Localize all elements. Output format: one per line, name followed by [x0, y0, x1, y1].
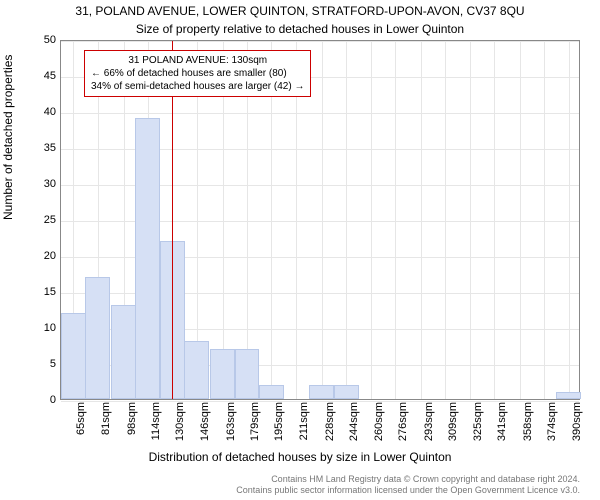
y-tick-label: 15	[16, 286, 56, 298]
gridline-v	[421, 41, 422, 399]
gridline-v	[494, 41, 495, 399]
gridline-h	[61, 113, 579, 114]
y-tick-label: 40	[16, 106, 56, 118]
histogram-bar	[85, 277, 110, 399]
footer-line-1: Contains HM Land Registry data © Crown c…	[271, 474, 580, 484]
histogram-bar	[334, 385, 359, 399]
gridline-v	[371, 41, 372, 399]
annotation-box: 31 POLAND AVENUE: 130sqm← 66% of detache…	[84, 50, 311, 97]
histogram-bar	[556, 392, 581, 399]
y-axis-label: Number of detached properties	[1, 55, 15, 220]
gridline-v	[569, 41, 570, 399]
gridline-v	[346, 41, 347, 399]
y-tick-label: 5	[16, 358, 56, 370]
histogram-bar	[235, 349, 260, 399]
y-tick-label: 35	[16, 142, 56, 154]
histogram-bar	[259, 385, 284, 399]
y-tick-label: 20	[16, 250, 56, 262]
gridline-v	[395, 41, 396, 399]
y-tick-label: 25	[16, 214, 56, 226]
y-tick-label: 50	[16, 34, 56, 46]
histogram-bar	[184, 341, 209, 399]
annotation-line-1: 31 POLAND AVENUE: 130sqm	[91, 54, 304, 67]
chart-subtitle: Size of property relative to detached ho…	[0, 22, 600, 36]
gridline-v	[445, 41, 446, 399]
y-tick-label: 45	[16, 70, 56, 82]
footer-line-2: Contains public sector information licen…	[236, 485, 580, 495]
y-tick-label: 10	[16, 322, 56, 334]
gridline-v	[544, 41, 545, 399]
x-axis-label: Distribution of detached houses by size …	[0, 450, 600, 464]
gridline-v	[470, 41, 471, 399]
chart-supertitle: 31, POLAND AVENUE, LOWER QUINTON, STRATF…	[0, 4, 600, 18]
chart-container: 31, POLAND AVENUE, LOWER QUINTON, STRATF…	[0, 0, 600, 500]
footer-attribution: Contains HM Land Registry data © Crown c…	[60, 474, 580, 496]
annotation-line-2: ← 66% of detached houses are smaller (80…	[91, 67, 304, 80]
histogram-bar	[111, 305, 136, 399]
gridline-v	[520, 41, 521, 399]
annotation-line-3: 34% of semi-detached houses are larger (…	[91, 80, 304, 93]
histogram-bar	[61, 313, 86, 399]
gridline-v	[322, 41, 323, 399]
histogram-bar	[135, 118, 160, 399]
histogram-bar	[309, 385, 334, 399]
y-tick-label: 30	[16, 178, 56, 190]
histogram-bar	[210, 349, 235, 399]
gridline-h	[61, 41, 579, 42]
y-tick-label: 0	[16, 394, 56, 406]
